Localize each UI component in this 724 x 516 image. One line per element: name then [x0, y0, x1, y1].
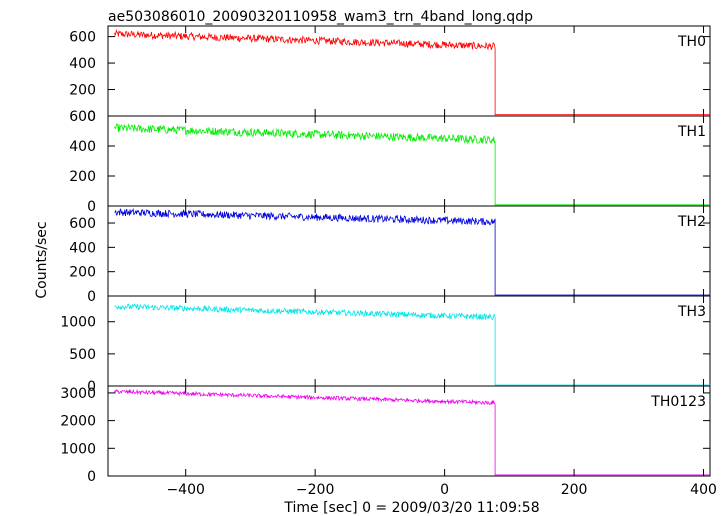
panel-th2: 0 200 400 600 TH2 — [69, 205, 711, 305]
y-tick-label: 2000 — [60, 414, 96, 430]
series-line-th1 — [114, 123, 710, 206]
y-tick-label: 1000 — [60, 315, 96, 331]
x-tick-label: −200 — [296, 482, 334, 498]
y-tick-label: 400 — [69, 139, 96, 155]
y-tick-label: 400 — [69, 56, 96, 72]
panel-th1: 0 200 400 600 TH1 — [69, 109, 711, 215]
panel-label: TH0123 — [650, 394, 706, 410]
y-tick-label: 500 — [69, 347, 96, 363]
panel-frame — [107, 115, 711, 207]
series-line-th3 — [114, 303, 710, 386]
x-axis: −400 −200 0 200 400 — [166, 482, 716, 498]
panel-th0: 0 200 400 600 TH0 — [69, 25, 711, 125]
panel-label: TH1 — [677, 124, 706, 140]
panel-frame — [107, 295, 711, 387]
y-axis-title: Counts/sec — [34, 221, 50, 298]
series-line-th0 — [114, 28, 710, 116]
panel-label: TH3 — [677, 304, 706, 320]
y-tick-label: 0 — [87, 199, 96, 215]
x-tick-label: 400 — [690, 482, 717, 498]
y-tick-label: 1000 — [60, 441, 96, 457]
panel-th3: 0 500 1000 TH3 — [60, 295, 711, 395]
x-axis-title: Time [sec] 0 = 2009/03/20 11:09:58 — [283, 500, 539, 516]
y-tick-label: 200 — [69, 169, 96, 185]
y-tick-label: 3000 — [60, 386, 96, 402]
y-tick-label: 0 — [87, 109, 96, 125]
panel-label: TH0 — [677, 34, 706, 50]
y-tick-label: 200 — [69, 265, 96, 281]
y-tick-label: 0 — [87, 469, 96, 485]
series-line-th0123 — [114, 388, 710, 476]
x-tick-label: 0 — [440, 482, 449, 498]
x-tick-label: −400 — [166, 482, 204, 498]
panel-th0123: 0 1000 2000 3000 TH0123 — [60, 385, 711, 485]
chart-title: ae503086010_20090320110958_wam3_trn_4ban… — [108, 9, 533, 25]
panel-frame — [107, 25, 711, 117]
x-tick-label: 200 — [561, 482, 588, 498]
y-tick-label: 600 — [69, 216, 96, 232]
y-tick-label: 0 — [87, 289, 96, 305]
panel-label: TH2 — [677, 214, 706, 230]
y-tick-label: 0 — [87, 379, 96, 395]
y-tick-label: 400 — [69, 240, 96, 256]
y-tick-label: 600 — [69, 109, 96, 125]
panel-frame — [107, 385, 711, 477]
y-tick-label: 600 — [69, 30, 96, 46]
series-line-th2 — [114, 208, 710, 296]
y-tick-label: 200 — [69, 83, 96, 99]
